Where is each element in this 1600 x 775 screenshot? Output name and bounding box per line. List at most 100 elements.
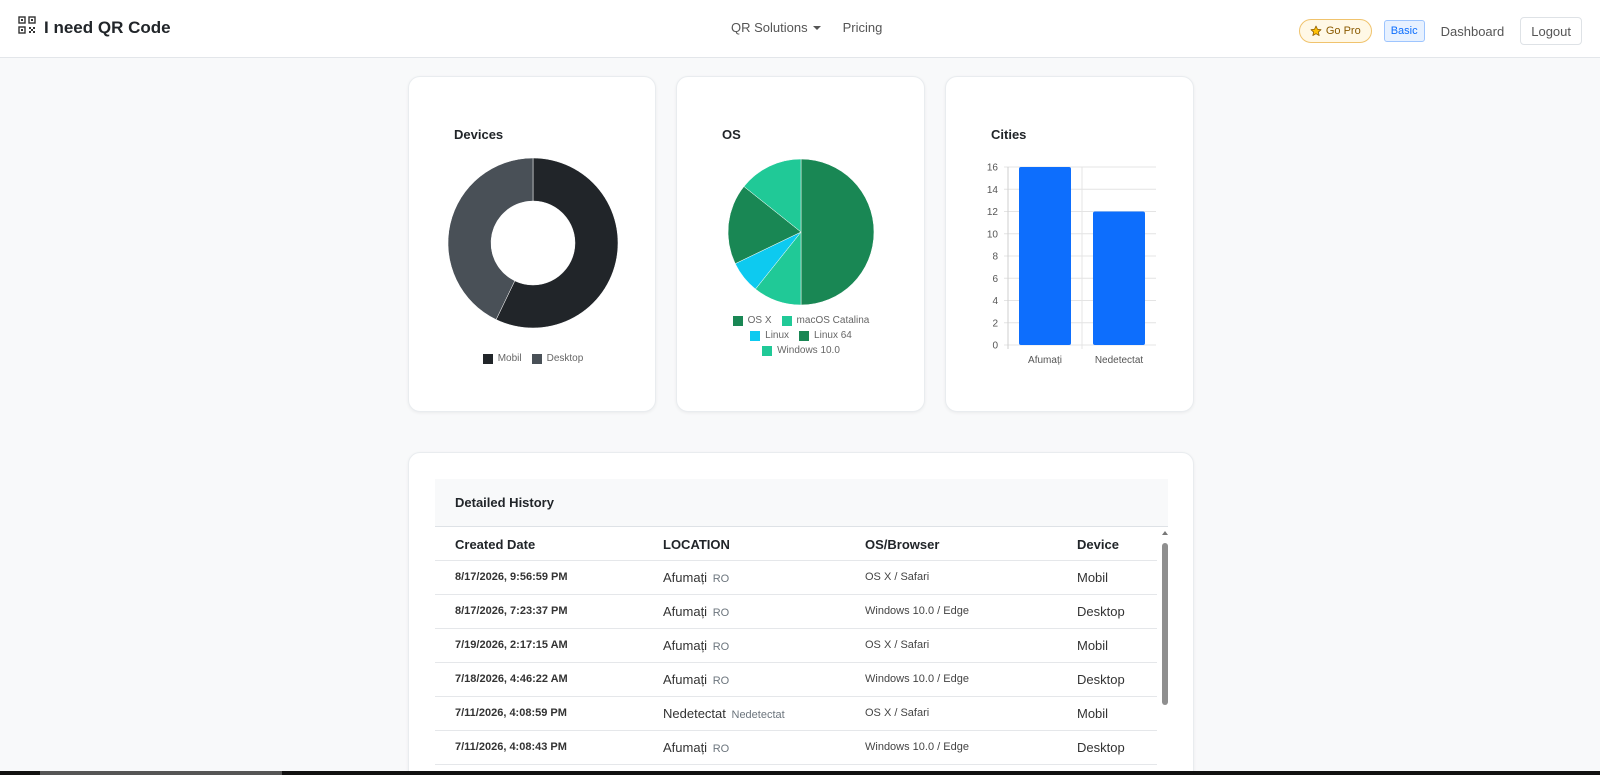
legend-label: Windows 10.0 bbox=[777, 345, 840, 356]
created-date-cell: 7/11/2026, 4:08:43 PM bbox=[455, 741, 567, 753]
country-text: RO bbox=[712, 641, 730, 653]
y-tick-label: 12 bbox=[987, 207, 999, 218]
cities-card: Cities 0 2 4 6 8 10 12 14 16 Afumați Nedetectat bbox=[945, 76, 1194, 412]
qr-solutions-dropdown[interactable]: QR Solutions bbox=[731, 20, 821, 35]
column-header-location[interactable]: LOCATION bbox=[663, 537, 730, 552]
column-header-device[interactable]: Device bbox=[1077, 537, 1119, 552]
table-scrollbar[interactable] bbox=[1161, 531, 1169, 775]
legend-label: macOS Catalina bbox=[796, 315, 870, 326]
scroll-up-arrow-icon[interactable] bbox=[1162, 531, 1168, 535]
device-cell: Mobil bbox=[1077, 638, 1109, 653]
legend-swatch bbox=[781, 315, 792, 326]
account-menu: Go Pro Basic Dashboard Logout bbox=[1298, 17, 1582, 45]
table-row: 7/11/2026, 4:08:59 PM Nedetectat Nedetec… bbox=[435, 697, 1157, 731]
legend-label: Desktop bbox=[546, 353, 584, 364]
table-row: 7/18/2026, 4:46:22 AM Afumați RO Windows… bbox=[435, 663, 1157, 697]
devices-title: Devices bbox=[454, 127, 504, 142]
legend-label: Linux bbox=[765, 330, 790, 341]
created-date-cell: 7/18/2026, 4:46:22 AM bbox=[455, 673, 568, 685]
taskbar-segment bbox=[40, 771, 282, 775]
slice-desktop[interactable] bbox=[447, 157, 534, 320]
os-browser-cell: OS X / Safari bbox=[865, 571, 930, 583]
table-header-row: Created Date LOCATION OS/Browser Device bbox=[435, 527, 1157, 561]
device-cell: Desktop bbox=[1077, 740, 1125, 755]
device-cell: Desktop bbox=[1077, 672, 1125, 687]
x-tick-label: Afumați bbox=[1028, 355, 1062, 366]
cities-chart: 0 2 4 6 8 10 12 14 16 Afumați Nedetectat bbox=[987, 163, 1156, 366]
slice-windows-10-0[interactable] bbox=[743, 158, 802, 233]
os-browser-cell: OS X / Safari bbox=[865, 639, 930, 651]
country-text: RO bbox=[712, 675, 730, 687]
created-date-cell: 8/17/2026, 9:56:59 PM bbox=[455, 571, 568, 583]
legend-swatch bbox=[762, 345, 773, 356]
created-date-cell: 7/19/2026, 2:17:15 AM bbox=[455, 639, 568, 651]
scrollbar-thumb[interactable] bbox=[1162, 543, 1168, 705]
city-text: Afumați bbox=[663, 638, 708, 653]
location-cell: Nedetectat Nedetectat bbox=[663, 706, 785, 721]
brand-name: I need QR Code bbox=[44, 17, 171, 37]
y-tick-label: 8 bbox=[992, 252, 998, 263]
cities-title: Cities bbox=[991, 127, 1027, 142]
devices-card: Devices Mobil Desktop bbox=[408, 76, 656, 412]
x-tick-label: Nedetectat bbox=[1095, 355, 1144, 366]
os-title: OS bbox=[722, 127, 741, 142]
y-tick-label: 6 bbox=[992, 274, 998, 285]
devices-chart bbox=[447, 157, 619, 329]
location-cell: Afumați RO bbox=[663, 740, 729, 755]
column-header-os-browser[interactable]: OS/Browser bbox=[865, 537, 940, 552]
bar-afuma-i[interactable] bbox=[1019, 167, 1071, 345]
created-date-cell: 7/11/2026, 4:08:59 PM bbox=[455, 707, 567, 719]
country-text: RO bbox=[712, 573, 730, 585]
bar-nedetectat[interactable] bbox=[1093, 211, 1145, 346]
os-legend: OS X macOS Catalina Linux Linux 64 Windows 1… bbox=[717, 315, 885, 356]
created-date-cell: 8/17/2026, 7:23:37 PM bbox=[455, 605, 568, 617]
os-browser-cell: Windows 10.0 / Edge bbox=[865, 605, 969, 617]
legend-item-windows-10-0[interactable]: Windows 10.0 bbox=[762, 345, 840, 356]
y-tick-label: 0 bbox=[992, 341, 998, 352]
main-menu: QR Solutions Pricing bbox=[731, 20, 882, 35]
city-text: Afumați bbox=[663, 740, 708, 755]
legend-item-os-x[interactable]: OS X bbox=[732, 315, 772, 326]
legend-swatch bbox=[750, 330, 761, 341]
legend-label: Mobil bbox=[497, 353, 522, 364]
city-text: Nedetectat bbox=[663, 706, 726, 721]
devices-legend: Mobil Desktop bbox=[409, 353, 657, 364]
brand-link[interactable]: I need QR Code bbox=[18, 16, 171, 39]
location-cell: Afumați RO bbox=[663, 672, 729, 687]
legend-item-desktop[interactable]: Desktop bbox=[531, 353, 584, 364]
location-cell: Afumați RO bbox=[663, 604, 729, 619]
taskbar-strip bbox=[0, 771, 1600, 775]
legend-label: Linux 64 bbox=[814, 330, 852, 341]
legend-item-linux-64[interactable]: Linux 64 bbox=[799, 330, 852, 341]
legend-item-macos-catalina[interactable]: macOS Catalina bbox=[781, 315, 870, 326]
city-text: Afumați bbox=[663, 672, 708, 687]
os-chart bbox=[727, 158, 875, 306]
y-tick-label: 4 bbox=[992, 296, 998, 307]
slice-os-x[interactable] bbox=[800, 158, 875, 306]
legend-item-mobil[interactable]: Mobil bbox=[482, 353, 522, 364]
y-tick-label: 16 bbox=[987, 163, 999, 174]
os-browser-cell: Windows 10.0 / Edge bbox=[865, 673, 969, 685]
slice-linux-64[interactable] bbox=[727, 186, 802, 265]
legend-label: OS X bbox=[747, 315, 772, 326]
column-header-created-date[interactable]: Created Date bbox=[455, 537, 536, 552]
dashboard-link[interactable]: Dashboard bbox=[1440, 23, 1505, 39]
history-title: Detailed History bbox=[455, 495, 554, 510]
go-pro-button[interactable]: Go Pro bbox=[1298, 19, 1372, 43]
table-row: 7/11/2026, 4:08:43 PM Afumați RO Windows… bbox=[435, 731, 1157, 765]
city-text: Afumați bbox=[663, 570, 708, 585]
table-row: 8/17/2026, 7:23:37 PM Afumați RO Windows… bbox=[435, 595, 1157, 629]
os-card: OS OS X macOS Catalina Linux Linux 64 Window… bbox=[676, 76, 925, 412]
device-cell: Mobil bbox=[1077, 706, 1109, 721]
logout-button[interactable]: Logout bbox=[1520, 17, 1582, 45]
location-cell: Afumați RO bbox=[663, 570, 729, 585]
legend-item-linux[interactable]: Linux bbox=[750, 330, 789, 341]
caret-down-icon bbox=[812, 25, 821, 30]
legend-swatch bbox=[531, 353, 542, 364]
pricing-link[interactable]: Pricing bbox=[842, 20, 883, 35]
country-text: RO bbox=[712, 743, 730, 755]
os-browser-cell: Windows 10.0 / Edge bbox=[865, 741, 969, 753]
y-tick-label: 2 bbox=[992, 318, 998, 329]
top-navbar: I need QR Code QR Solutions Pricing Go P… bbox=[0, 0, 1600, 58]
legend-swatch bbox=[482, 353, 493, 364]
